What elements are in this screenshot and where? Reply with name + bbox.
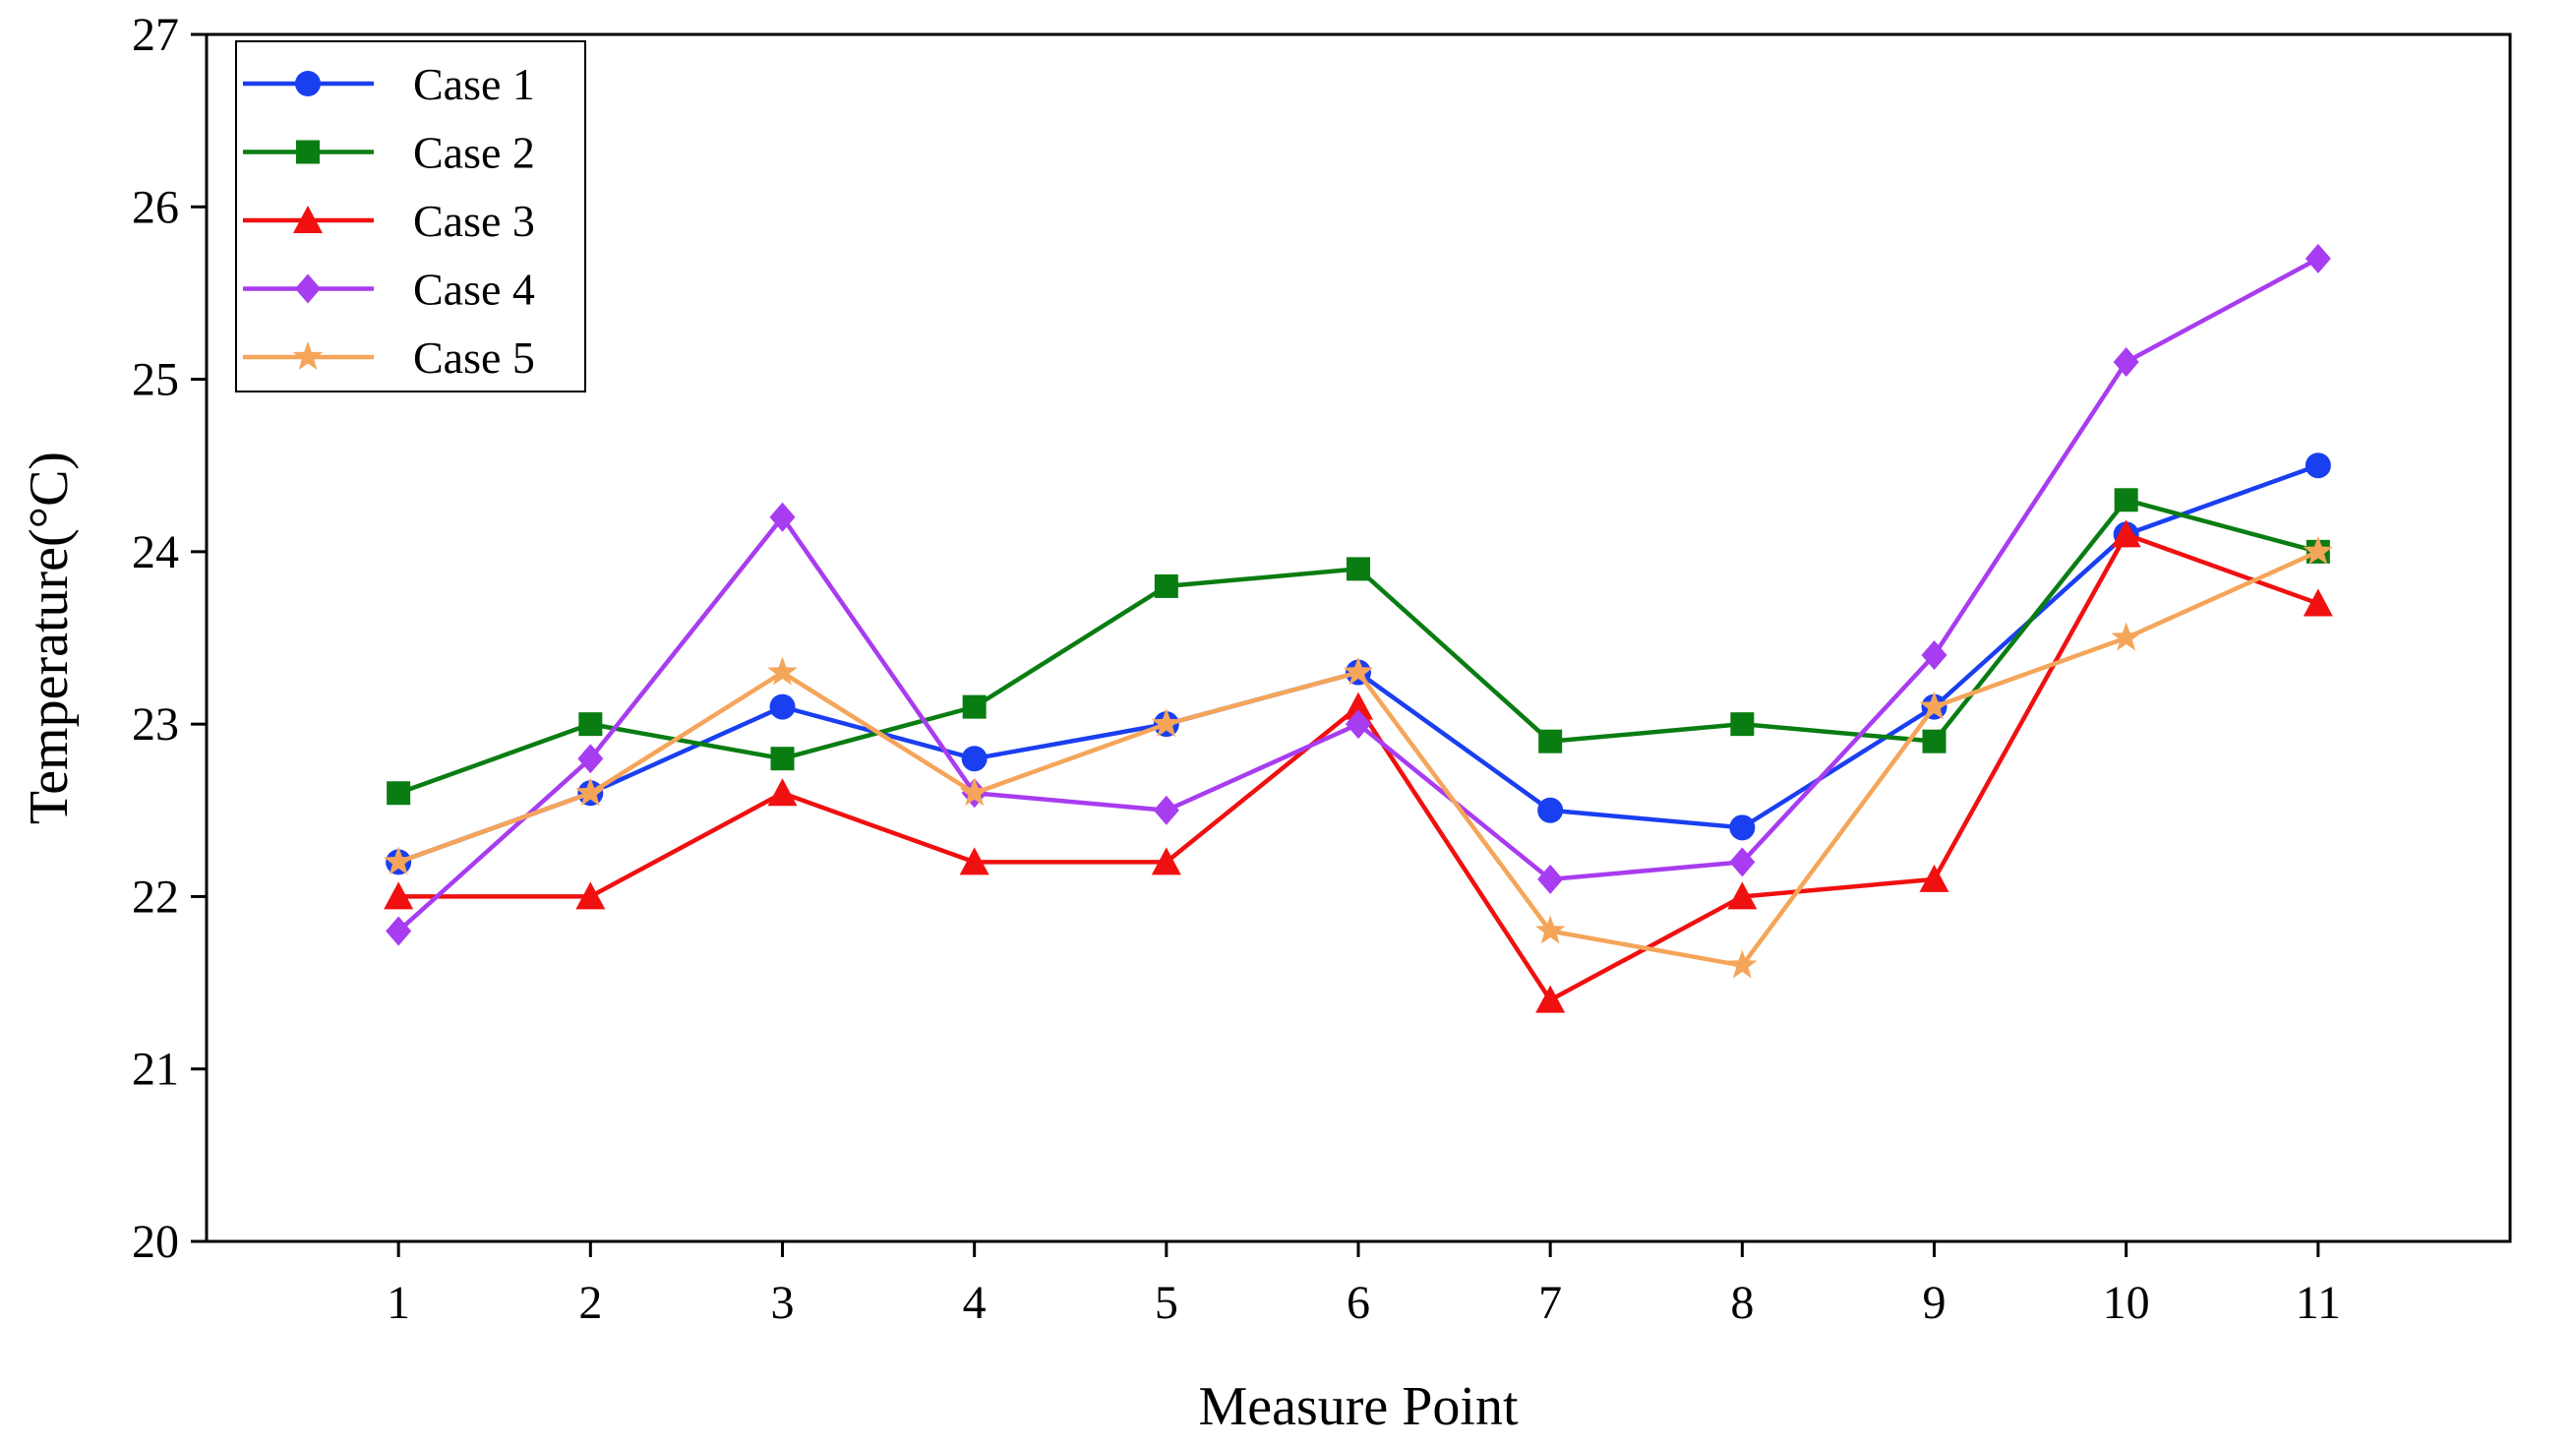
y-tick-label: 22 [132, 871, 179, 923]
data-point [959, 777, 989, 807]
y-tick-label: 20 [132, 1216, 179, 1268]
data-point [1343, 656, 1374, 686]
x-tick-label: 11 [2296, 1277, 2341, 1329]
y-tick-label: 24 [132, 526, 179, 578]
legend-marker [296, 140, 320, 164]
x-tick-label: 5 [1155, 1277, 1178, 1329]
data-point [1729, 814, 1756, 841]
data-point [2303, 535, 2334, 565]
x-tick-label: 6 [1347, 1277, 1370, 1329]
legend-item: Case 1 [243, 59, 535, 109]
y-tick-label: 27 [132, 9, 179, 61]
y-tick-label: 26 [132, 181, 179, 233]
data-point [1151, 708, 1182, 738]
legend-marker [293, 206, 323, 233]
x-tick-label: 9 [1923, 1277, 1947, 1329]
data-point [1919, 864, 1949, 892]
data-point [1534, 915, 1566, 944]
data-point [767, 778, 798, 807]
legend-label: Case 3 [413, 196, 535, 246]
data-point [575, 777, 606, 807]
series-5 [383, 535, 2334, 979]
x-tick-label: 2 [578, 1277, 602, 1329]
y-axis-title: Temperature(°C) [19, 452, 80, 824]
data-point [1344, 692, 1373, 720]
data-point [2114, 488, 2138, 512]
data-point [2305, 243, 2331, 273]
series-2 [387, 488, 2330, 806]
legend-marker [295, 71, 321, 96]
data-point [1154, 573, 1178, 598]
data-point [2113, 347, 2139, 378]
data-point [1151, 847, 1181, 875]
legend-marker [295, 273, 321, 304]
y-tick-label: 25 [132, 354, 179, 406]
data-point [1727, 949, 1758, 979]
data-point [961, 746, 988, 772]
data-point [2303, 588, 2333, 617]
data-point [767, 656, 798, 686]
x-tick-label: 10 [2103, 1277, 2150, 1329]
data-point [578, 712, 603, 737]
x-tick-label: 8 [1730, 1277, 1754, 1329]
x-axis-title: Measure Point [1198, 1376, 1519, 1437]
data-point [769, 693, 796, 720]
data-point [1346, 709, 1371, 740]
x-tick-label: 3 [771, 1277, 795, 1329]
data-point [1537, 864, 1564, 894]
data-point [1347, 557, 1370, 581]
data-point [384, 881, 414, 910]
data-point [1538, 729, 1563, 753]
legend-item: Case 5 [243, 332, 535, 383]
legend-box [235, 40, 586, 392]
data-point [2111, 519, 2141, 548]
data-point [1729, 847, 1756, 877]
x-tick-label: 4 [963, 1277, 987, 1329]
data-point [387, 781, 411, 806]
data-point [1537, 797, 1564, 823]
data-point [962, 694, 987, 719]
legend-item: Case 2 [243, 128, 535, 178]
data-point [1919, 691, 1949, 720]
data-point [1922, 729, 1947, 753]
series-layer [383, 243, 2334, 1013]
legend-label: Case 4 [413, 265, 535, 315]
x-tick-label: 1 [387, 1277, 410, 1329]
data-point [2111, 622, 2141, 651]
legend-marker [292, 341, 324, 370]
data-point [770, 747, 795, 771]
data-point [386, 916, 412, 946]
data-point [1727, 881, 1758, 910]
legend-label: Case 5 [413, 332, 535, 383]
legend: Case 1 Case 2 Case 3 Case 4 Case 5 [235, 40, 586, 392]
data-point [1921, 640, 1947, 671]
legend-label: Case 2 [413, 128, 535, 178]
data-point [1535, 985, 1566, 1013]
data-point [959, 847, 989, 875]
y-tick-label: 21 [132, 1044, 179, 1096]
y-tick-label: 23 [132, 698, 179, 751]
data-point [769, 502, 796, 532]
data-point [1730, 712, 1755, 737]
legend-label: Case 1 [413, 59, 535, 109]
legend-item: Case 4 [243, 265, 535, 315]
series-3 [384, 519, 2333, 1013]
x-tick-label: 7 [1538, 1277, 1562, 1329]
legend-item: Case 3 [243, 196, 535, 246]
data-point [1153, 795, 1179, 825]
data-point [575, 881, 606, 910]
data-point [2305, 452, 2331, 479]
data-point [383, 846, 414, 875]
data-point [577, 744, 604, 774]
